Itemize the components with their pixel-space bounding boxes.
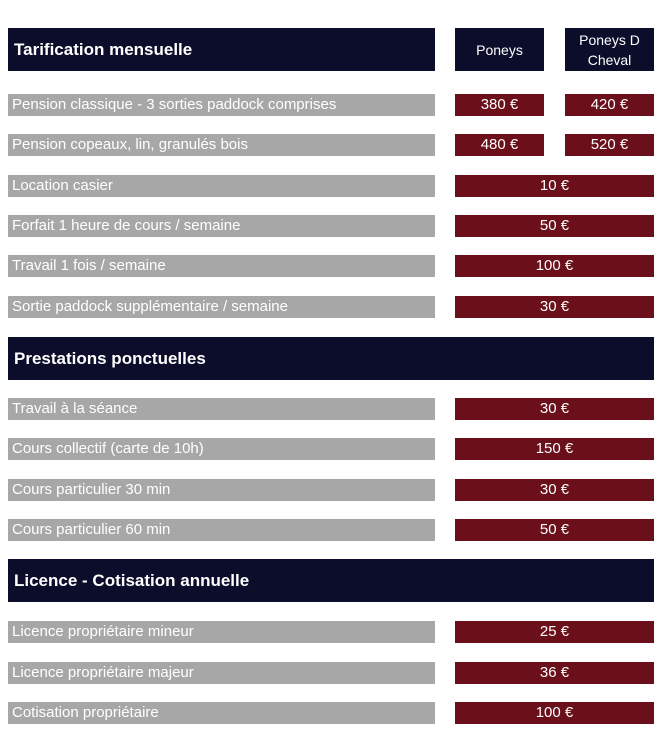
row-label: Pension classique - 3 sorties paddock co… — [8, 94, 435, 116]
price: 150 € — [455, 438, 654, 460]
section-title-prestations: Prestations ponctuelles — [8, 337, 654, 380]
price: 100 € — [455, 255, 654, 277]
price: 36 € — [455, 662, 654, 684]
price-poneys-d-cheval: 420 € — [565, 94, 654, 116]
row-label: Licence propriétaire majeur — [8, 662, 435, 684]
row-label: Cours particulier 30 min — [8, 479, 435, 501]
price-poneys-d-cheval: 520 € — [565, 134, 654, 156]
row-label: Travail 1 fois / semaine — [8, 255, 435, 277]
price: 50 € — [455, 519, 654, 541]
price-poneys: 480 € — [455, 134, 544, 156]
price: 25 € — [455, 621, 654, 643]
row-label: Pension copeaux, lin, granulés bois — [8, 134, 435, 156]
row-label: Location casier — [8, 175, 435, 197]
row-label: Licence propriétaire mineur — [8, 621, 435, 643]
price: 100 € — [455, 702, 654, 724]
column-header-poneys: Poneys — [455, 28, 544, 71]
section-title-tarification: Tarification mensuelle — [8, 28, 435, 71]
price: 10 € — [455, 175, 654, 197]
row-label: Cotisation propriétaire — [8, 702, 435, 724]
row-label: Travail à la séance — [8, 398, 435, 420]
row-label: Sortie paddock supplémentaire / semaine — [8, 296, 435, 318]
row-label: Cours collectif (carte de 10h) — [8, 438, 435, 460]
column-header-poneys-d-cheval: Poneys D Cheval — [565, 28, 654, 71]
price-poneys: 380 € — [455, 94, 544, 116]
price: 30 € — [455, 479, 654, 501]
row-label: Forfait 1 heure de cours / semaine — [8, 215, 435, 237]
price: 50 € — [455, 215, 654, 237]
row-label: Cours particulier 60 min — [8, 519, 435, 541]
price: 30 € — [455, 398, 654, 420]
price: 30 € — [455, 296, 654, 318]
section-title-licence: Licence - Cotisation annuelle — [8, 559, 654, 602]
